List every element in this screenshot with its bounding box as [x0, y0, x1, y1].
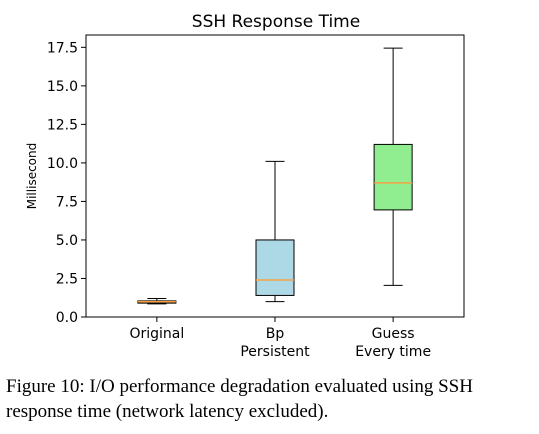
y-axis-label: Millisecond: [25, 143, 39, 210]
x-tick-label-1-0: Bp: [266, 326, 285, 342]
x-tick-label-0-0: Original: [129, 326, 184, 342]
box-1: [255, 239, 295, 296]
y-tick-label-2: 5.0: [56, 233, 78, 249]
x-tick-label-1-1: Persistent: [240, 344, 310, 360]
y-tick-label-1: 2.5: [56, 271, 78, 287]
x-tick-label-2-0: Guess: [372, 326, 415, 342]
y-tick-label-4: 10.0: [47, 156, 78, 172]
box-2: [373, 143, 413, 211]
y-tick-label-0: 0.0: [56, 310, 78, 326]
chart-title: SSH Response Time: [192, 12, 360, 32]
plot-frame: [85, 34, 465, 318]
x-tick-label-2-1: Every time: [355, 344, 431, 360]
y-tick-label-3: 7.5: [56, 194, 78, 210]
figure-caption: Figure 10: I/O performance degradation e…: [6, 376, 473, 422]
y-tick-label-5: 12.5: [47, 117, 78, 133]
y-tick-label-7: 17.5: [47, 40, 78, 56]
plot-area: 0.0 2.5 5.0 7.5 10.0 12.5 15.0 17.5 Original Bp Pe…: [47, 40, 431, 360]
boxplot-chart: SSH Response Time Millisecond 0.0 2.5 5.0 7…: [25, 12, 465, 360]
y-tick-label-6: 15.0: [47, 79, 78, 95]
